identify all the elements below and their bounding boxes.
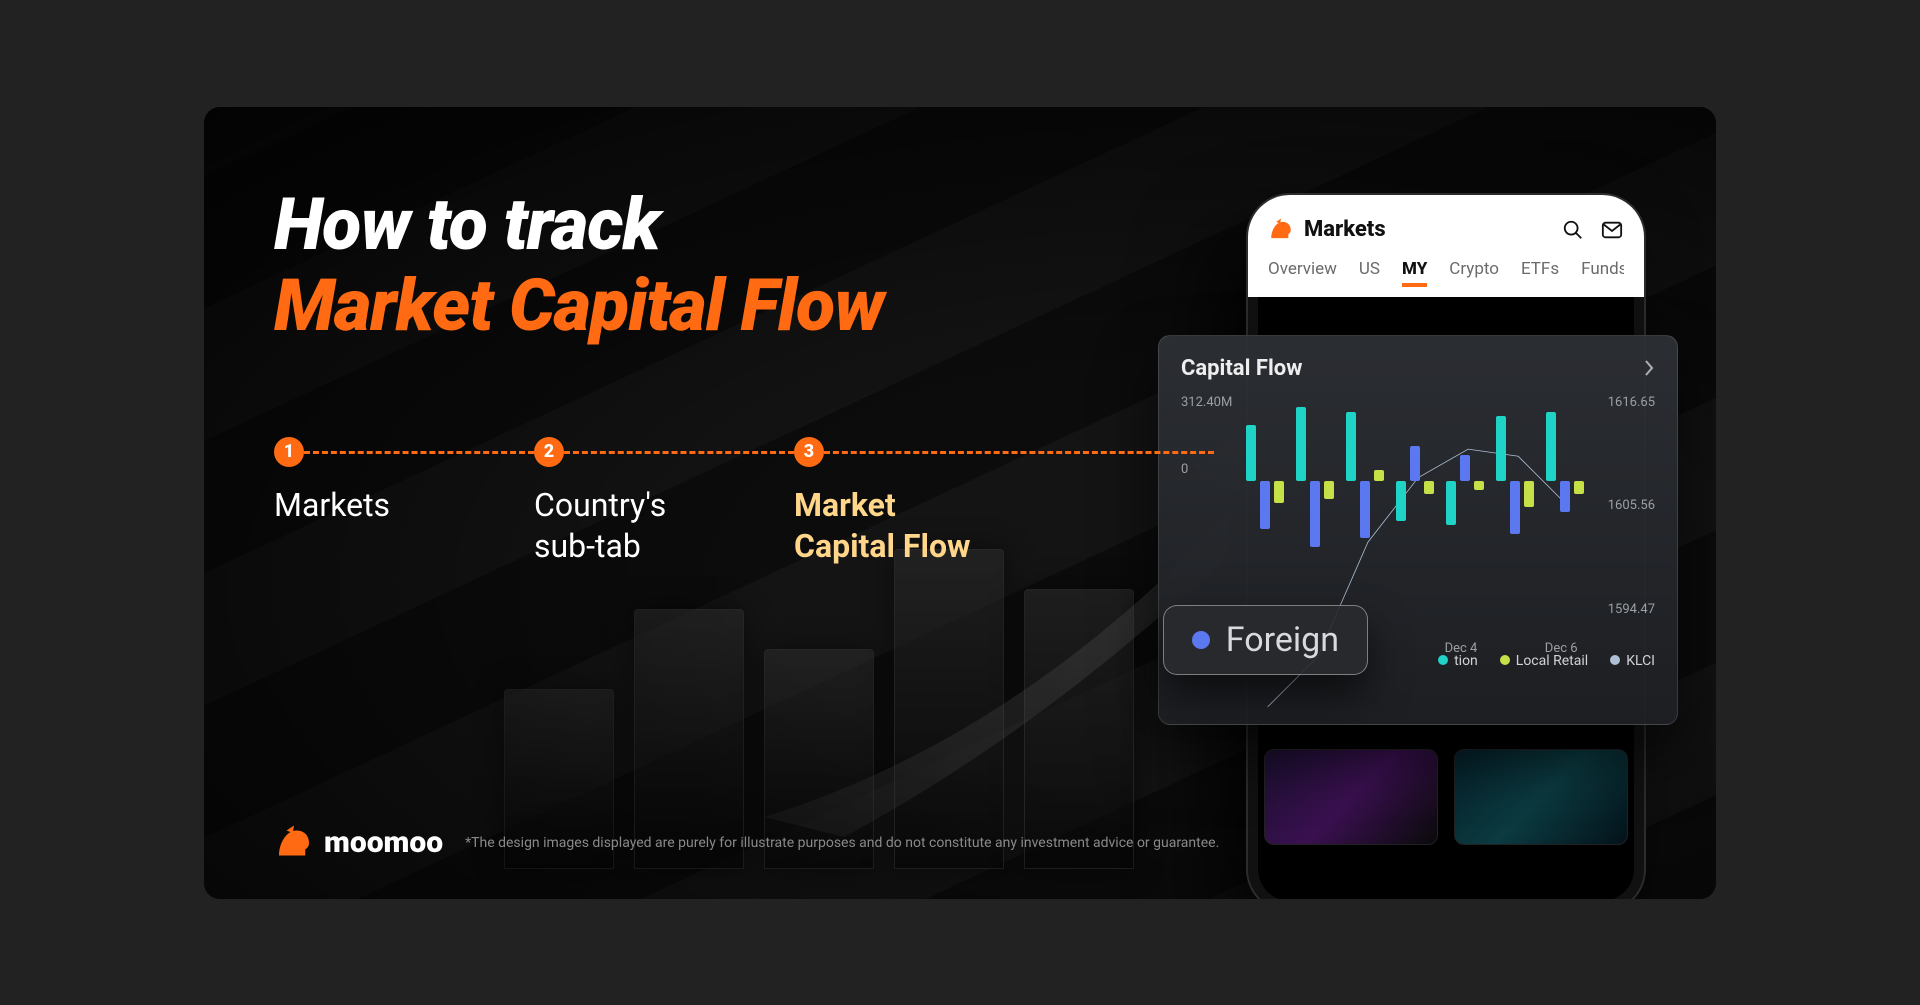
chart-bar bbox=[1310, 481, 1320, 546]
bar-group bbox=[1396, 399, 1440, 617]
chart-bar bbox=[1424, 481, 1434, 494]
foreign-pill-label: Foreign bbox=[1226, 620, 1339, 660]
step: 2 Country'ssub-tab bbox=[534, 437, 794, 568]
chart-plot-area bbox=[1239, 399, 1597, 617]
phone-tab[interactable]: MY bbox=[1402, 259, 1427, 287]
step: 1 Markets bbox=[274, 437, 534, 527]
thumbnail-card[interactable] bbox=[1264, 749, 1438, 845]
thumbnail-card[interactable] bbox=[1454, 749, 1628, 845]
chart-bar bbox=[1396, 481, 1406, 520]
phone-top-bar: Markets OverviewUSMYCryptoETFsFundsSG bbox=[1248, 195, 1644, 297]
chart-bar bbox=[1246, 425, 1256, 482]
phone-tab[interactable]: Funds bbox=[1581, 259, 1624, 287]
chart-bar bbox=[1360, 481, 1370, 538]
chart-bar bbox=[1260, 481, 1270, 529]
chart-bar bbox=[1374, 470, 1384, 481]
step-connector bbox=[824, 451, 1214, 454]
step: 3 MarketCapital Flow bbox=[794, 437, 1054, 568]
phone-tab[interactable]: US bbox=[1359, 259, 1380, 287]
step-number-badge: 1 bbox=[274, 437, 304, 467]
headline-line2: Market Capital Flow bbox=[274, 268, 884, 344]
step-connector bbox=[564, 451, 794, 454]
chart-bar bbox=[1446, 481, 1456, 525]
bar-group bbox=[1496, 399, 1540, 617]
disclaimer-text: *The design images displayed are purely … bbox=[465, 835, 1219, 851]
step-connector bbox=[304, 451, 534, 454]
bar-group bbox=[1546, 399, 1590, 617]
step-label: MarketCapital Flow bbox=[794, 485, 1054, 568]
legend-dot bbox=[1610, 655, 1620, 665]
step-number-badge: 3 bbox=[794, 437, 824, 467]
phone-header-icons bbox=[1562, 219, 1624, 241]
axis-left: 312.40M 0 bbox=[1181, 395, 1232, 617]
chart-bar bbox=[1296, 407, 1306, 481]
chart-bar bbox=[1510, 481, 1520, 533]
capital-flow-header: Capital Flow bbox=[1181, 356, 1655, 381]
brand-name: moomoo bbox=[324, 825, 443, 860]
footer: moomoo *The design images displayed are … bbox=[274, 823, 1219, 863]
chart-bar bbox=[1460, 455, 1470, 481]
headline: How to track Market Capital Flow bbox=[274, 187, 884, 344]
chart-bar bbox=[1496, 416, 1506, 481]
brand: moomoo bbox=[274, 823, 443, 863]
chart-bar bbox=[1346, 412, 1356, 482]
moomoo-logo-icon bbox=[1268, 217, 1294, 243]
bar-group bbox=[1346, 399, 1390, 617]
chart-bar bbox=[1410, 446, 1420, 481]
x-axis-label: Dec 6 bbox=[1545, 641, 1578, 656]
chevron-right-icon[interactable] bbox=[1643, 359, 1655, 377]
step-number-badge: 2 bbox=[534, 437, 564, 467]
phone-tab[interactable]: Overview bbox=[1268, 259, 1337, 287]
chart-bar bbox=[1274, 481, 1284, 503]
legend-item: KLCI bbox=[1610, 653, 1655, 669]
phone-tab[interactable]: ETFs bbox=[1521, 259, 1559, 287]
mail-icon[interactable] bbox=[1600, 219, 1624, 241]
phone-tab[interactable]: Crypto bbox=[1449, 259, 1499, 287]
chart-bar bbox=[1560, 481, 1570, 512]
phone-header: Markets bbox=[1268, 217, 1624, 243]
step-label: Markets bbox=[274, 485, 534, 527]
phone-tabs: OverviewUSMYCryptoETFsFundsSG bbox=[1268, 259, 1624, 287]
axis-left-top: 312.40M bbox=[1181, 395, 1232, 410]
x-axis-label: Dec 4 bbox=[1445, 641, 1478, 656]
axis-right-top: 1616.65 bbox=[1608, 395, 1655, 410]
bar-group bbox=[1246, 399, 1290, 617]
axis-right-bottom: 1594.47 bbox=[1608, 602, 1655, 617]
step-label: Country'ssub-tab bbox=[534, 485, 794, 568]
axis-right-mid: 1605.56 bbox=[1608, 498, 1655, 513]
chart-bar bbox=[1474, 481, 1484, 490]
moomoo-logo-icon bbox=[274, 823, 314, 863]
capital-flow-title: Capital Flow bbox=[1181, 356, 1302, 381]
foreign-pill-dot bbox=[1192, 631, 1210, 649]
search-icon[interactable] bbox=[1562, 219, 1584, 241]
chart-bar bbox=[1546, 412, 1556, 482]
phone-thumbnails bbox=[1264, 749, 1628, 845]
steps-row: 1 Markets2 Country'ssub-tab3 MarketCapital … bbox=[274, 437, 1054, 568]
bar-group bbox=[1296, 399, 1340, 617]
infographic-canvas: How to track Market Capital Flow 1 Market… bbox=[204, 107, 1716, 899]
chart-bar bbox=[1324, 481, 1334, 498]
phone-title: Markets bbox=[1304, 217, 1386, 242]
headline-line1: How to track bbox=[274, 187, 884, 263]
phone-header-left: Markets bbox=[1268, 217, 1386, 243]
chart-bar bbox=[1574, 481, 1584, 494]
bar-group bbox=[1446, 399, 1490, 617]
chart-bar bbox=[1524, 481, 1534, 507]
foreign-pill: Foreign bbox=[1163, 605, 1368, 675]
axis-left-mid: 0 bbox=[1181, 462, 1232, 477]
axis-right: 1616.65 1605.56 1594.47 bbox=[1608, 395, 1655, 617]
